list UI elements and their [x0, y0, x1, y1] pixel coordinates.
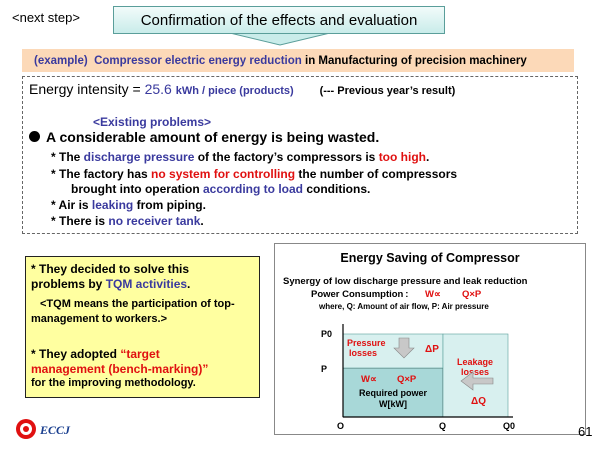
main-problem-text: A considerable amount of energy is being… [46, 129, 380, 145]
energy-intensity-line: Energy intensity = 25.6 kWh / piece (pro… [29, 81, 455, 97]
axis-origin-label: O [337, 421, 344, 431]
problem-item-2: * The factory has no system for controll… [51, 167, 457, 181]
bullet-icon [29, 131, 40, 142]
problems-box: Energy intensity = 25.6 kWh / piece (pro… [22, 76, 578, 234]
highlight: discharge pressure [83, 150, 195, 164]
leakage-losses-label: Leakage losses [457, 357, 493, 377]
required-power-area [342, 367, 444, 418]
text: from piping. [133, 198, 206, 212]
example-subject: Compressor electric energy reduction [94, 54, 302, 67]
problem-item-3: * Air is leaking from piping. [51, 198, 206, 212]
axis-q-label: Q [439, 421, 446, 431]
example-bar: (example) Compressor electric energy red… [22, 49, 574, 72]
power-unit-label: W[kW] [379, 399, 407, 409]
existing-problems-heading: <Existing problems> [93, 115, 212, 129]
intensity-label: Energy intensity = [29, 81, 141, 97]
highlight: “target [120, 347, 160, 361]
pressure-losses-label: Pressure losses [347, 338, 386, 358]
axis-q0-label: Q0 [503, 421, 515, 431]
tqm-box: * They decided to solve this problems by… [25, 256, 260, 398]
tqm-line-7: for the improving methodology. [31, 377, 196, 389]
tqm-line-5: * They adopted “target [31, 347, 160, 361]
delta-q-label: ΔQ [471, 396, 486, 407]
highlight: according to load [202, 182, 303, 196]
intensity-note: (--- Previous year’s result) [319, 85, 456, 97]
tqm-line-6: management (bench-marking)” [31, 362, 209, 376]
diagram-subtitle: Synergy of low discharge pressure and le… [283, 276, 528, 287]
highlight: TQM activities [105, 277, 188, 291]
delta-p-label: ΔP [425, 344, 439, 355]
intensity-value: 25.6 [144, 81, 172, 97]
text: * Air is [51, 198, 92, 212]
inner-qp: Q×P [397, 374, 417, 385]
eccj-logo-icon [16, 419, 36, 439]
page-number: 61 [578, 424, 593, 439]
text: brought into operation [71, 182, 203, 196]
text: conditions. [303, 182, 371, 196]
highlight: no system for controlling [151, 167, 296, 181]
text: the number of compressors [295, 167, 458, 181]
example-suffix: in Manufacturing of precision machinery [305, 54, 527, 67]
text: * The factory has [51, 167, 152, 181]
intensity-unit: kWh / piece (products) [175, 85, 294, 97]
text: . [200, 214, 204, 228]
left-arrow-icon [460, 371, 494, 391]
diagram-title: Energy Saving of Compressor [340, 251, 519, 265]
highlight: too high [378, 150, 427, 164]
example-prefix: (example) [34, 54, 88, 67]
leakage-loss-area [442, 333, 509, 418]
problem-item-2-cont: brought into operation according to load… [71, 182, 370, 196]
text: . [187, 277, 191, 291]
formula-qp: Q×P [462, 289, 482, 300]
text: . [426, 150, 430, 164]
next-step-label: <next step> [12, 10, 80, 25]
inner-w: W∝ [361, 374, 377, 385]
tqm-line-2: problems by TQM activities. [31, 277, 190, 291]
axis-p-label: P [321, 364, 327, 374]
highlight: no receiver tank [108, 214, 201, 228]
problem-item-4: * There is no receiver tank. [51, 214, 204, 228]
required-power-label: Required power [359, 388, 428, 398]
text: of the factory’s compressors is [194, 150, 379, 164]
text: problems by [31, 277, 106, 291]
eccj-logo-text: ECCJ [40, 423, 71, 437]
compressor-diagram: Energy Saving of Compressor Synergy of l… [274, 243, 586, 435]
diagram-canvas: Energy Saving of Compressor Synergy of l… [283, 251, 528, 431]
main-problem: A considerable amount of energy is being… [29, 129, 379, 145]
tqm-line-1: * They decided to solve this [31, 262, 190, 276]
text: * The [51, 150, 84, 164]
problem-item-1: * The discharge pressure of the factory’… [51, 150, 429, 164]
highlight: leaking [91, 198, 134, 212]
banner-title: Confirmation of the effects and evaluati… [113, 6, 445, 34]
formula-label: Power Consumption : [311, 289, 408, 300]
axis-p0-label: P0 [321, 329, 332, 339]
down-arrow-icon [393, 337, 415, 359]
tqm-line-3: <TQM means the participation of top- [40, 298, 235, 310]
formula-w: W∝ [425, 289, 441, 300]
where-note: where, Q: Amount of air flow, P: Air pre… [318, 302, 489, 311]
tqm-line-4: management to workers.> [31, 313, 168, 325]
text: * There is [51, 214, 109, 228]
text: * They adopted [31, 347, 121, 361]
